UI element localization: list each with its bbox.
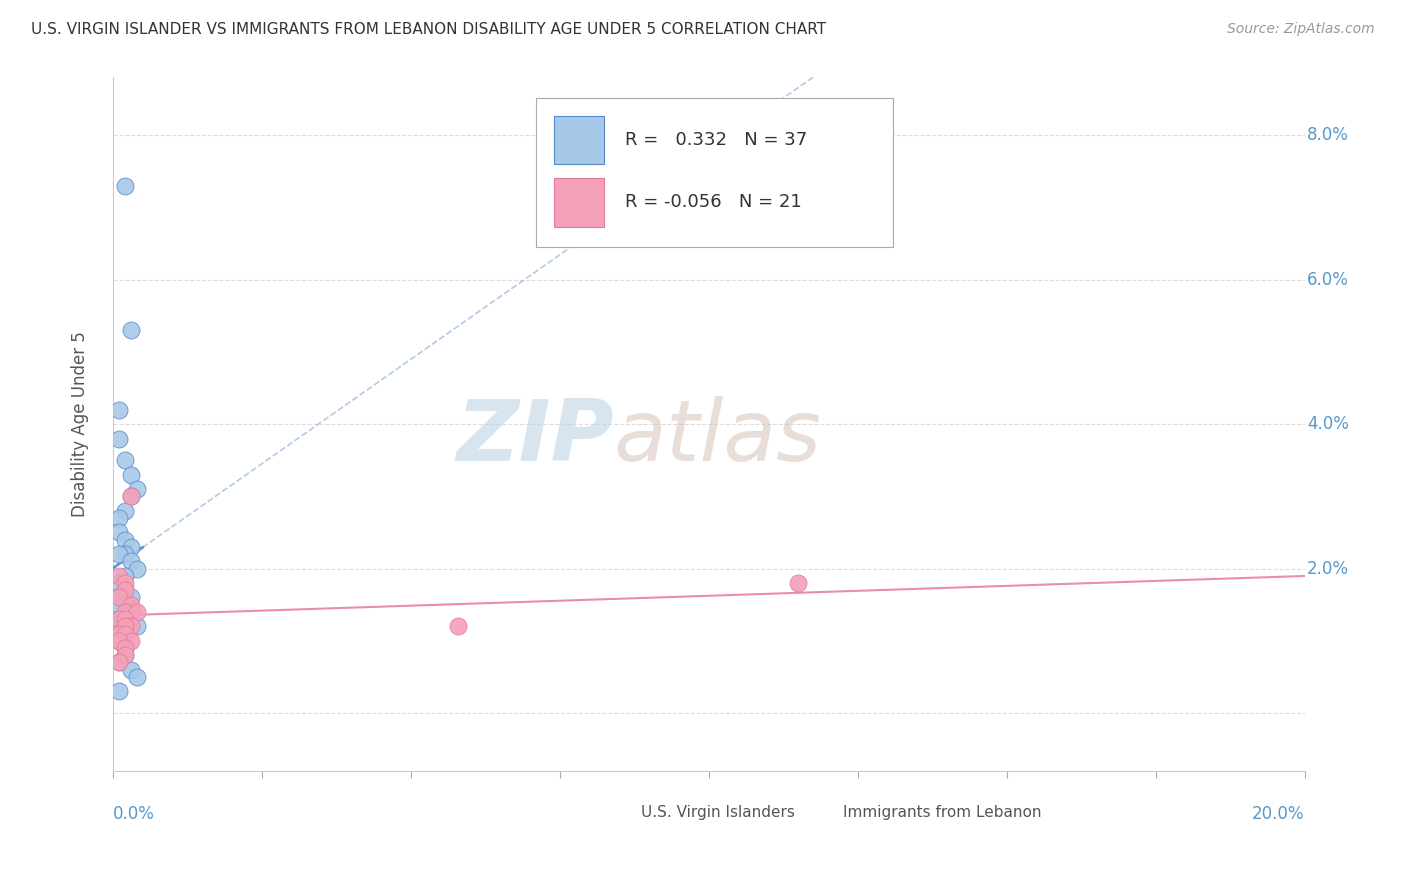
Text: 20.0%: 20.0%: [1253, 805, 1305, 823]
Text: R =   0.332   N = 37: R = 0.332 N = 37: [626, 131, 807, 149]
Text: 6.0%: 6.0%: [1308, 270, 1348, 289]
Text: 0.0%: 0.0%: [112, 805, 155, 823]
Point: [120, 467, 142, 482]
Point: [108, 598, 131, 612]
Text: R = -0.056   N = 21: R = -0.056 N = 21: [626, 194, 801, 211]
Point: [114, 619, 136, 633]
Point: [787, 576, 810, 591]
Point: [120, 591, 142, 605]
Bar: [554, 178, 603, 227]
Point: [108, 402, 131, 417]
Point: [447, 619, 470, 633]
Point: [114, 612, 136, 626]
Point: [108, 684, 131, 698]
Point: [114, 648, 136, 663]
Point: [108, 626, 131, 640]
Point: [114, 605, 136, 619]
Text: 2.0%: 2.0%: [1308, 559, 1348, 577]
Point: [114, 453, 136, 467]
Point: [120, 489, 142, 503]
Point: [120, 554, 142, 568]
Point: [114, 612, 136, 626]
Point: [125, 561, 148, 575]
Text: ZIP: ZIP: [456, 396, 613, 480]
Point: [120, 619, 142, 633]
Text: U.S. Virgin Islanders: U.S. Virgin Islanders: [641, 805, 794, 820]
Point: [114, 576, 136, 591]
Point: [120, 540, 142, 554]
Point: [114, 640, 136, 655]
Bar: [804, 800, 834, 826]
Text: atlas: atlas: [613, 396, 821, 480]
Point: [108, 591, 131, 605]
Point: [125, 482, 148, 496]
Point: [114, 504, 136, 518]
Point: [108, 633, 131, 648]
Point: [108, 612, 131, 626]
Y-axis label: Disability Age Under 5: Disability Age Under 5: [72, 331, 89, 517]
Point: [108, 591, 131, 605]
Point: [108, 525, 131, 540]
Point: [108, 511, 131, 525]
Point: [125, 605, 148, 619]
Text: Immigrants from Lebanon: Immigrants from Lebanon: [844, 805, 1042, 820]
Point: [125, 670, 148, 684]
Point: [114, 626, 136, 640]
Point: [108, 547, 131, 561]
Point: [114, 568, 136, 582]
Text: Source: ZipAtlas.com: Source: ZipAtlas.com: [1227, 22, 1375, 37]
Point: [108, 656, 131, 670]
Point: [114, 178, 136, 193]
Bar: [602, 800, 631, 826]
Point: [114, 598, 136, 612]
Point: [120, 489, 142, 503]
Point: [114, 619, 136, 633]
Point: [108, 656, 131, 670]
Point: [114, 547, 136, 561]
Point: [108, 432, 131, 446]
Point: [120, 663, 142, 677]
Point: [114, 583, 136, 598]
Point: [114, 640, 136, 655]
Point: [120, 605, 142, 619]
Text: 4.0%: 4.0%: [1308, 415, 1348, 434]
Point: [114, 648, 136, 663]
Point: [120, 323, 142, 337]
Text: 8.0%: 8.0%: [1308, 126, 1348, 145]
Point: [120, 598, 142, 612]
Point: [114, 533, 136, 547]
Point: [108, 568, 131, 582]
Bar: [554, 116, 603, 164]
Point: [108, 612, 131, 626]
Point: [120, 633, 142, 648]
Point: [114, 583, 136, 598]
Point: [125, 619, 148, 633]
Text: U.S. VIRGIN ISLANDER VS IMMIGRANTS FROM LEBANON DISABILITY AGE UNDER 5 CORRELATI: U.S. VIRGIN ISLANDER VS IMMIGRANTS FROM …: [31, 22, 827, 37]
Point: [108, 576, 131, 591]
Point: [108, 633, 131, 648]
Point: [108, 626, 131, 640]
